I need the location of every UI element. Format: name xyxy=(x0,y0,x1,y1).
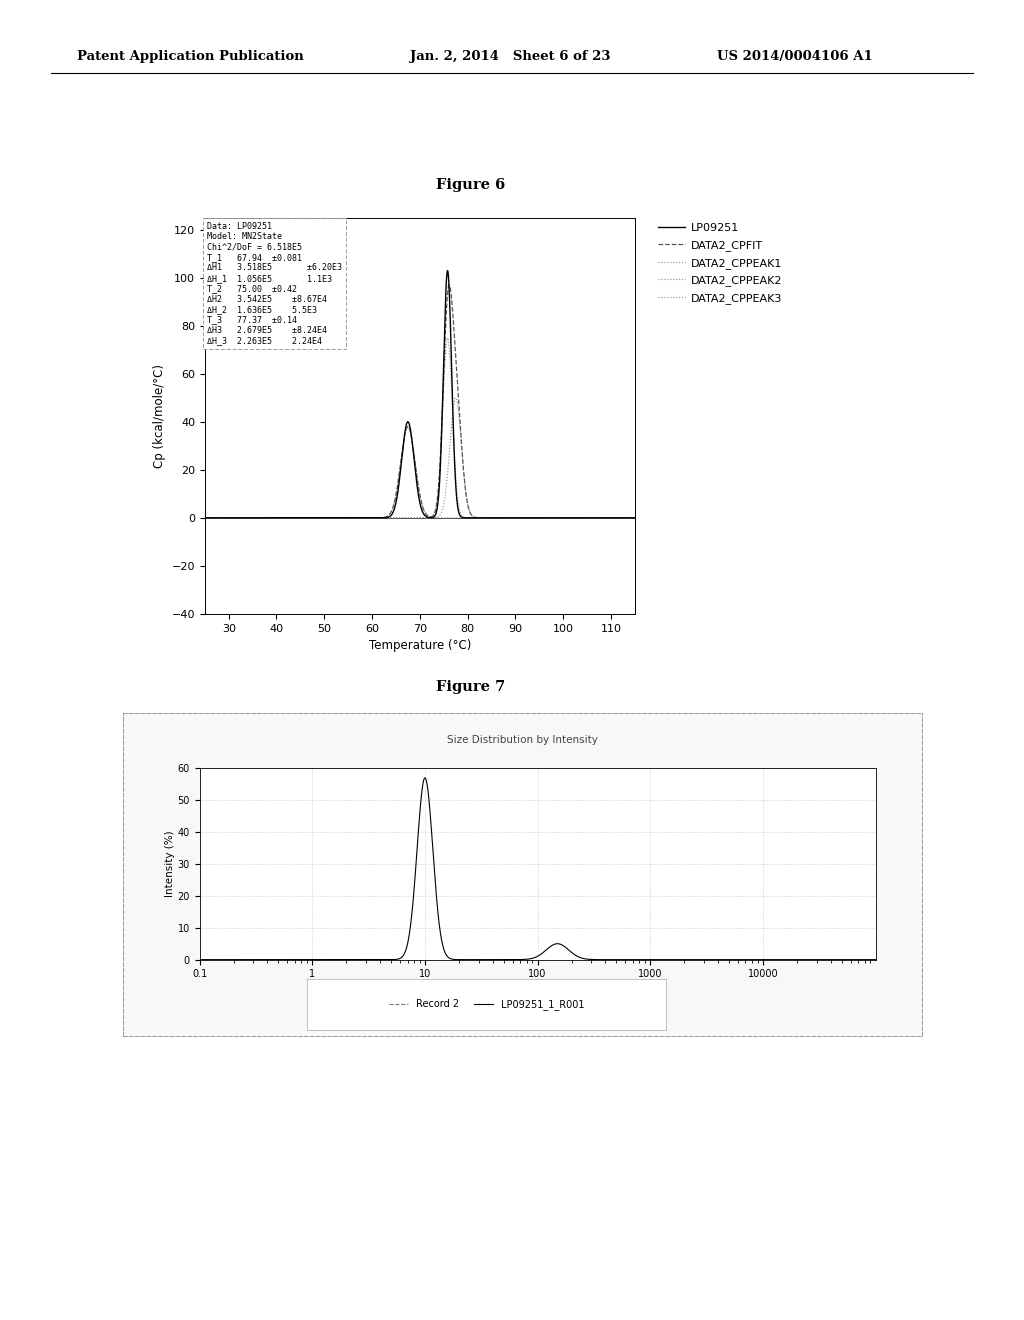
Text: Size Distribution by Intensity: Size Distribution by Intensity xyxy=(446,735,598,746)
Text: Figure 6: Figure 6 xyxy=(436,178,506,193)
X-axis label: Temperature (°C): Temperature (°C) xyxy=(369,639,471,652)
Legend: Record 2, LP09251_1_R001: Record 2, LP09251_1_R001 xyxy=(385,995,588,1014)
Text: Figure 7: Figure 7 xyxy=(436,680,506,694)
X-axis label: Size (d.nm): Size (d.nm) xyxy=(508,982,567,993)
Y-axis label: Cp (kcal/mole/°C): Cp (kcal/mole/°C) xyxy=(153,364,166,467)
Text: Data: LP09251
Model: MN2State
Chi^2/DoF = 6.518E5
T_1   67.94  ±0.081
ΔH1   3.51: Data: LP09251 Model: MN2State Chi^2/DoF … xyxy=(207,222,342,345)
Text: Patent Application Publication: Patent Application Publication xyxy=(77,50,303,63)
Legend: LP09251, DATA2_CPFIT, DATA2_CPPEAK1, DATA2_CPPEAK2, DATA2_CPPEAK3: LP09251, DATA2_CPFIT, DATA2_CPPEAK1, DAT… xyxy=(657,223,782,304)
Y-axis label: Intensity (%): Intensity (%) xyxy=(165,830,175,898)
Text: Jan. 2, 2014   Sheet 6 of 23: Jan. 2, 2014 Sheet 6 of 23 xyxy=(410,50,610,63)
Text: US 2014/0004106 A1: US 2014/0004106 A1 xyxy=(717,50,872,63)
